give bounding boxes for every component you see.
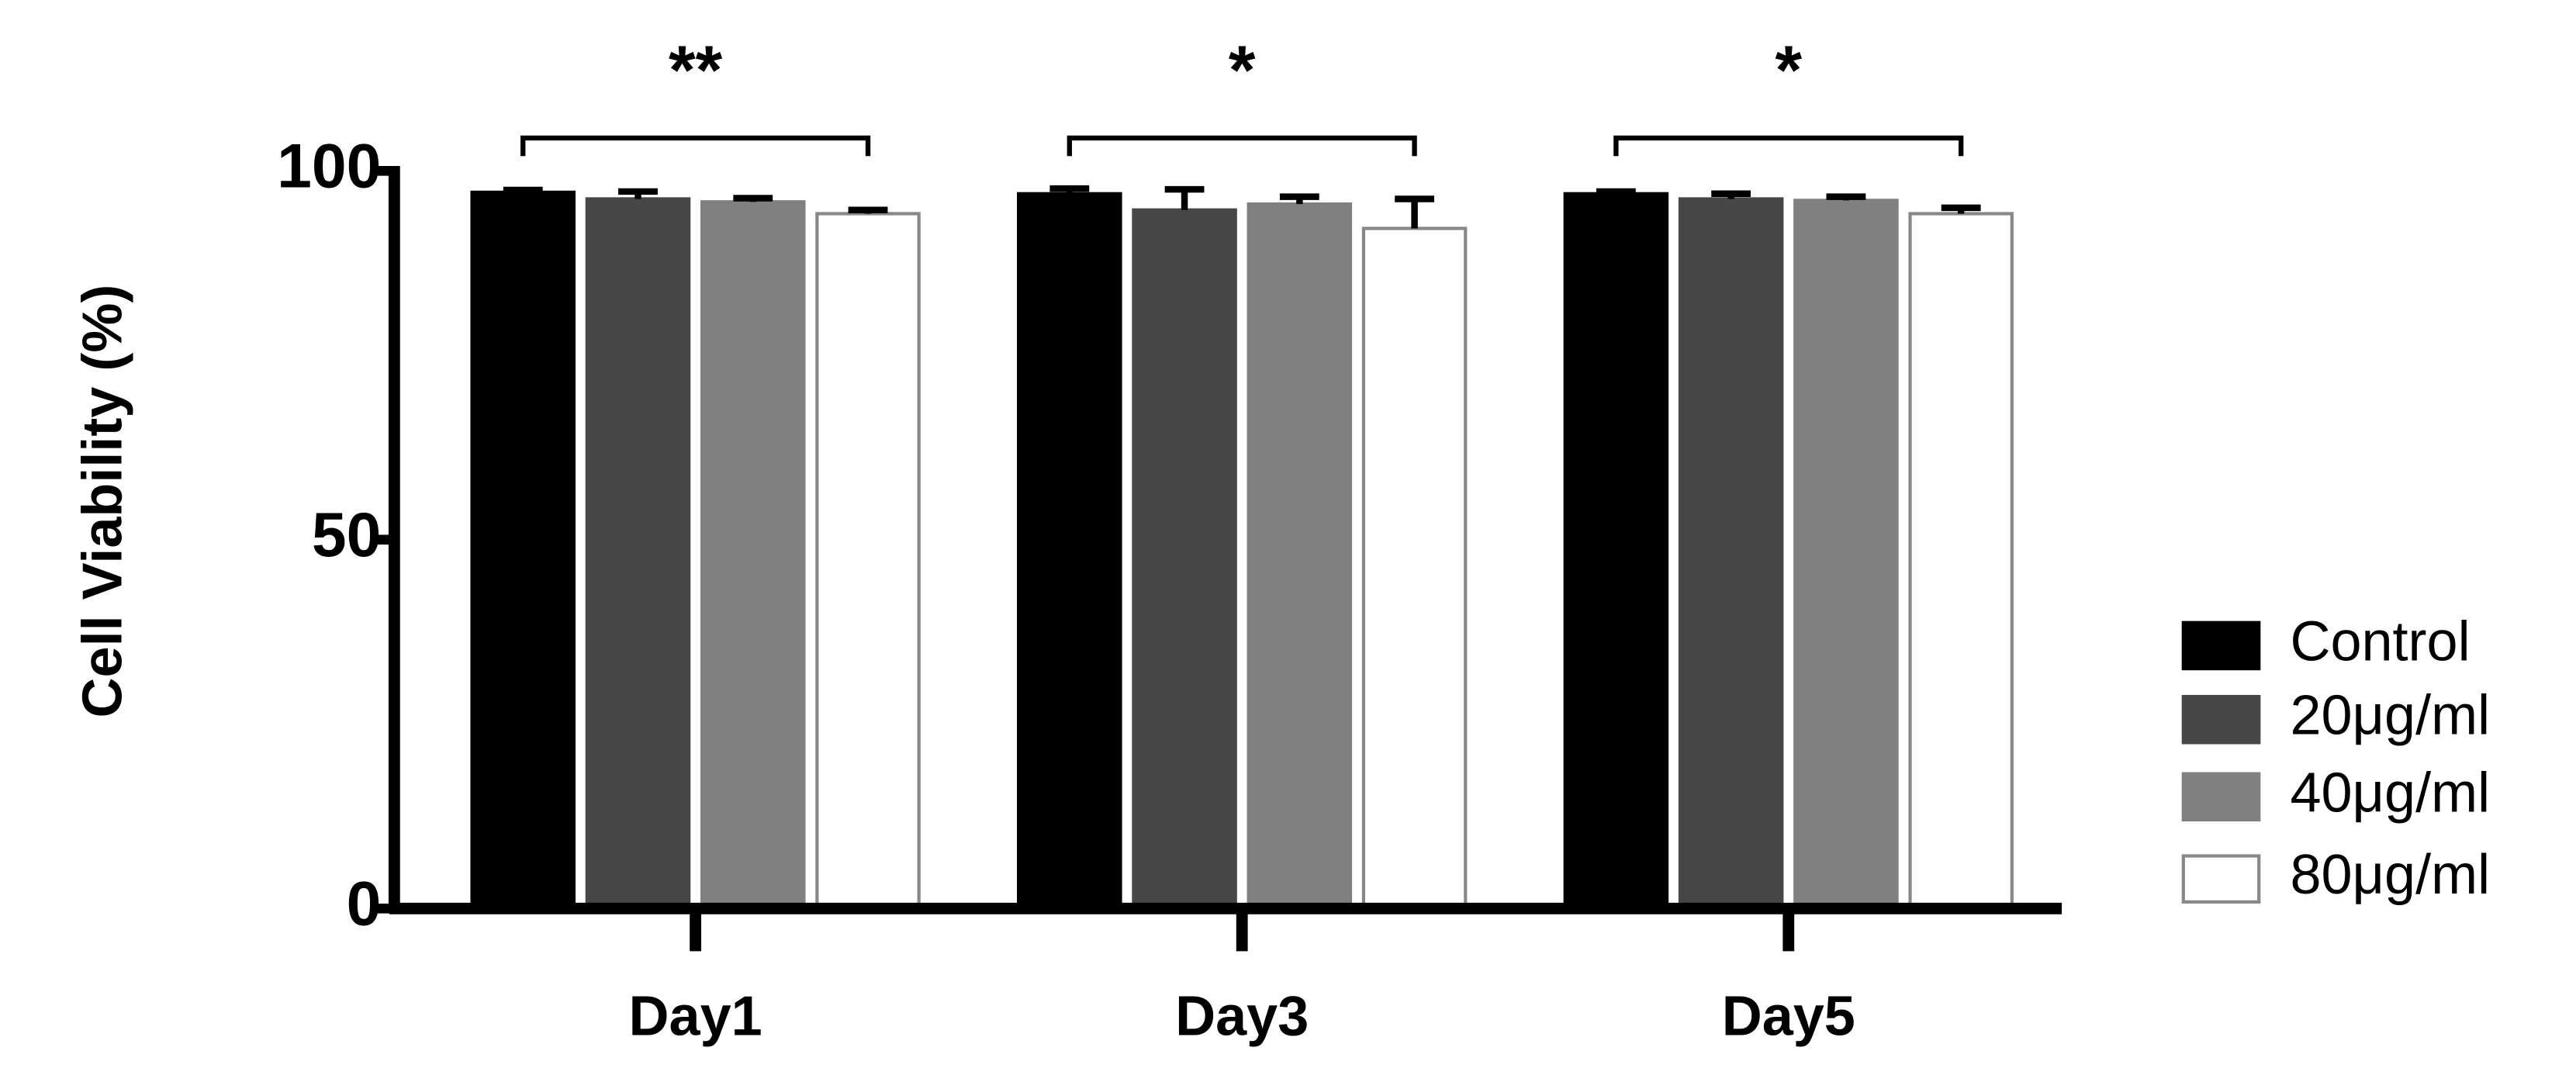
- bar: [815, 212, 921, 911]
- y-tick-label: 0: [347, 869, 382, 939]
- bar: [1678, 197, 1784, 911]
- bar: [1908, 212, 2014, 911]
- error-bar: [1164, 185, 1205, 210]
- bar: [1793, 199, 1899, 911]
- significance-bracket: [1067, 135, 1417, 157]
- significance-bracket: [1613, 135, 1964, 157]
- legend-swatch: [2181, 694, 2261, 745]
- error-bar: [618, 188, 658, 199]
- y-tick-label: 100: [277, 132, 381, 202]
- significance-label: **: [669, 31, 723, 109]
- y-axis-label: Cell Viability (%): [72, 285, 134, 718]
- bar: [1563, 192, 1669, 911]
- legend-swatch: [2181, 772, 2261, 822]
- bar: [585, 197, 691, 911]
- x-tick-label: Day1: [629, 985, 762, 1047]
- error-bar: [1049, 185, 1090, 194]
- legend-label: Control: [2290, 610, 2470, 672]
- bar: [1017, 192, 1122, 911]
- legend-swatch: [2181, 854, 2261, 904]
- error-bar: [1941, 204, 1981, 214]
- error-bar: [1826, 193, 1866, 201]
- legend-swatch: [2181, 621, 2261, 671]
- bar: [1361, 226, 1468, 911]
- error-bar: [848, 206, 888, 214]
- bar: [470, 190, 576, 911]
- error-bar: [503, 186, 543, 194]
- significance-label: *: [1229, 31, 1256, 109]
- significance-label: *: [1775, 31, 1802, 109]
- bar: [700, 200, 806, 911]
- y-tick-label: 50: [312, 500, 382, 570]
- error-bar: [1711, 190, 1751, 199]
- legend-label: 20μg/ml: [2290, 685, 2490, 747]
- error-bar: [733, 195, 773, 202]
- error-bar: [1279, 193, 1319, 205]
- bar: [1132, 208, 1237, 911]
- error-bar: [1395, 195, 1435, 229]
- x-tick-label: Day3: [1175, 985, 1309, 1047]
- legend-label: 80μg/ml: [2290, 844, 2490, 906]
- legend-label: 40μg/ml: [2290, 762, 2490, 824]
- error-bar: [1596, 188, 1636, 195]
- bar: [1247, 202, 1353, 911]
- x-tick-label: Day5: [1722, 985, 1855, 1047]
- significance-bracket: [520, 135, 871, 157]
